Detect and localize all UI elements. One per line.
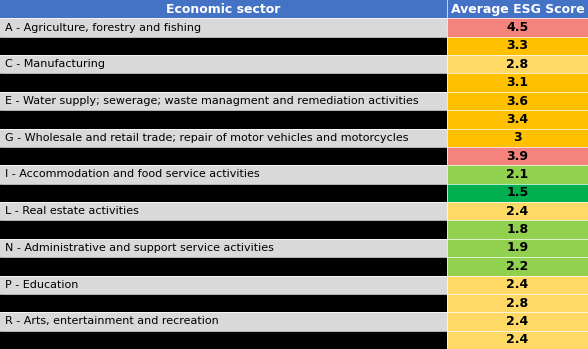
FancyBboxPatch shape	[0, 275, 447, 294]
FancyBboxPatch shape	[447, 92, 588, 110]
Text: 2.2: 2.2	[506, 260, 529, 273]
Text: 1.5: 1.5	[506, 186, 529, 199]
Text: L - Real estate activities: L - Real estate activities	[5, 206, 139, 216]
Text: 3.1: 3.1	[506, 76, 529, 89]
FancyBboxPatch shape	[0, 92, 447, 110]
FancyBboxPatch shape	[0, 184, 447, 202]
FancyBboxPatch shape	[0, 221, 447, 239]
FancyBboxPatch shape	[0, 165, 447, 184]
Text: 3.3: 3.3	[506, 39, 529, 52]
Text: I - Accommodation and food service activities: I - Accommodation and food service activ…	[5, 170, 259, 179]
FancyBboxPatch shape	[447, 74, 588, 92]
FancyBboxPatch shape	[0, 128, 447, 147]
FancyBboxPatch shape	[447, 221, 588, 239]
Text: 1.9: 1.9	[506, 242, 529, 254]
Text: P - Education: P - Education	[5, 280, 78, 290]
Text: G - Wholesale and retail trade; repair of motor vehicles and motorcycles: G - Wholesale and retail trade; repair o…	[5, 133, 408, 143]
FancyBboxPatch shape	[447, 202, 588, 221]
Text: 2.4: 2.4	[506, 205, 529, 218]
FancyBboxPatch shape	[447, 18, 588, 37]
Text: 2.4: 2.4	[506, 315, 529, 328]
FancyBboxPatch shape	[0, 147, 447, 165]
FancyBboxPatch shape	[447, 184, 588, 202]
Text: C - Manufacturing: C - Manufacturing	[5, 59, 105, 69]
Text: 3.4: 3.4	[506, 113, 529, 126]
FancyBboxPatch shape	[0, 110, 447, 128]
Text: A - Agriculture, forestry and fishing: A - Agriculture, forestry and fishing	[5, 23, 201, 32]
Text: E - Water supply; sewerage; waste managment and remediation activities: E - Water supply; sewerage; waste managm…	[5, 96, 418, 106]
FancyBboxPatch shape	[447, 147, 588, 165]
Text: 2.8: 2.8	[506, 58, 529, 71]
FancyBboxPatch shape	[0, 18, 447, 37]
FancyBboxPatch shape	[447, 257, 588, 275]
FancyBboxPatch shape	[447, 128, 588, 147]
FancyBboxPatch shape	[0, 239, 447, 257]
Text: 2.8: 2.8	[506, 297, 529, 310]
Text: 3: 3	[513, 131, 522, 144]
Text: 3.9: 3.9	[506, 150, 529, 163]
FancyBboxPatch shape	[0, 0, 588, 18]
FancyBboxPatch shape	[447, 294, 588, 312]
Text: 2.1: 2.1	[506, 168, 529, 181]
FancyBboxPatch shape	[0, 257, 447, 275]
Text: N - Administrative and support service activities: N - Administrative and support service a…	[5, 243, 273, 253]
FancyBboxPatch shape	[0, 312, 447, 331]
Text: Average ESG Score: Average ESG Score	[450, 3, 584, 16]
FancyBboxPatch shape	[0, 74, 447, 92]
FancyBboxPatch shape	[447, 275, 588, 294]
FancyBboxPatch shape	[447, 165, 588, 184]
FancyBboxPatch shape	[447, 37, 588, 55]
FancyBboxPatch shape	[447, 239, 588, 257]
FancyBboxPatch shape	[0, 37, 447, 55]
FancyBboxPatch shape	[447, 312, 588, 331]
FancyBboxPatch shape	[447, 110, 588, 128]
FancyBboxPatch shape	[0, 55, 447, 74]
FancyBboxPatch shape	[447, 55, 588, 74]
FancyBboxPatch shape	[0, 331, 447, 349]
Text: 3.6: 3.6	[506, 95, 529, 107]
Text: 4.5: 4.5	[506, 21, 529, 34]
FancyBboxPatch shape	[0, 202, 447, 221]
Text: Economic sector: Economic sector	[166, 3, 280, 16]
Text: 1.8: 1.8	[506, 223, 529, 236]
Text: 2.4: 2.4	[506, 278, 529, 291]
Text: R - Arts, entertainment and recreation: R - Arts, entertainment and recreation	[5, 317, 219, 326]
FancyBboxPatch shape	[447, 331, 588, 349]
FancyBboxPatch shape	[0, 294, 447, 312]
Text: 2.4: 2.4	[506, 333, 529, 346]
